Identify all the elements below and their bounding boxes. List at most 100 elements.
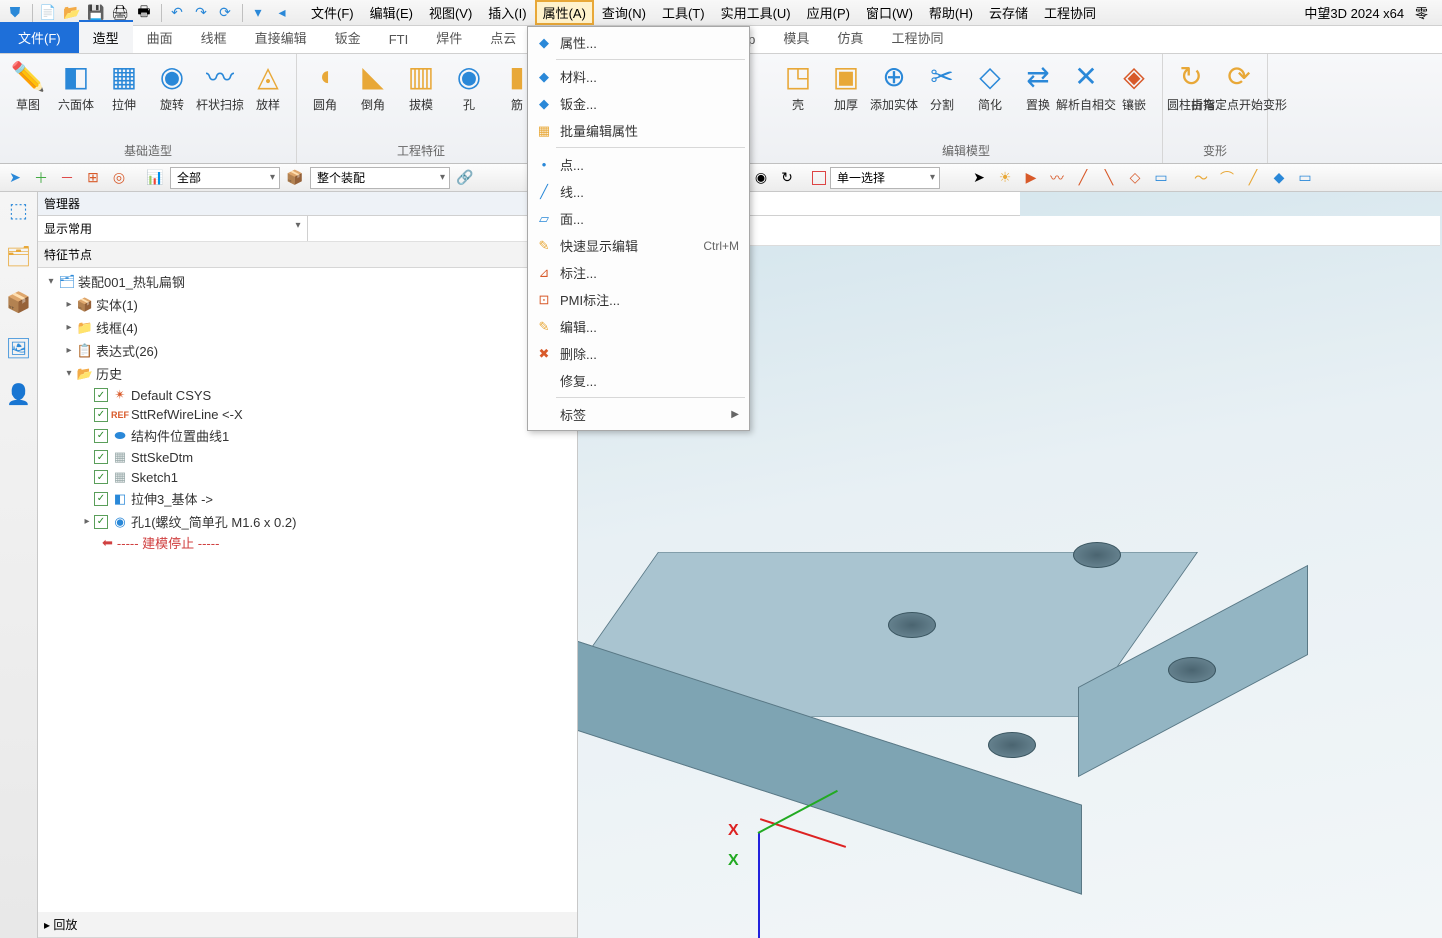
ribbon-tab-0[interactable]: 文件(F) [0,22,79,53]
back-icon[interactable]: ▾ [247,2,269,24]
ribbon-tab-8[interactable]: 点云 [476,22,530,53]
menu-11[interactable]: 云存储 [981,0,1036,25]
wave4-icon[interactable]: ◆ [1268,167,1290,189]
tree-item-4[interactable]: ▾📂历史 [38,362,577,385]
ribbon-btn-草图[interactable]: ✏️草图 [4,56,52,140]
app-icon[interactable]: ⛊ [4,2,26,24]
add-icon[interactable]: ＋ [30,167,52,189]
ribbon-tab-6[interactable]: FTI [375,26,423,53]
wave5-icon[interactable]: ▭ [1294,167,1316,189]
wave2-icon[interactable]: ⌒ [1216,167,1238,189]
rail-tree-icon[interactable]: 🗂 [5,242,33,270]
pointer-icon[interactable]: ➤ [968,167,990,189]
tree-item-11[interactable]: ▸◉孔1(螺纹_简单孔 M1.6 x 0.2) [38,510,577,533]
ribbon-btn-圆角[interactable]: ◖圆角 [301,56,349,140]
ribbon-btn-倒角[interactable]: ◣倒角 [349,56,397,140]
ribbon-tab-2[interactable]: 曲面 [133,22,187,53]
ribbon-btn-杆状扫掠[interactable]: 〰杆状扫掠 [196,56,244,140]
tree-item-10[interactable]: ◧拉伸3_基体 -> [38,487,577,510]
tree-item-2[interactable]: ▸📁线框(4) [38,316,577,339]
dropdown-item-14[interactable]: 修复... [528,367,749,394]
manager-footer[interactable]: ▸ 回放 [38,912,577,938]
assembly-combo[interactable]: 整个装配 [310,167,450,189]
ribbon-btn-放样[interactable]: ◬放样 [244,56,292,140]
ribbon-btn-置换[interactable]: ⇄置换 [1014,56,1062,140]
wave1-icon[interactable]: 〜 [1190,167,1212,189]
tree-item-9[interactable]: ▦Sketch1 [38,467,577,487]
play-icon[interactable]: ▶ [1020,167,1042,189]
ribbon-btn-加厚[interactable]: ▣加厚 [822,56,870,140]
ribbon-tab-4[interactable]: 直接编辑 [241,22,321,53]
rail-user-icon[interactable]: 👤 [5,380,33,408]
dropdown-item-13[interactable]: ✖删除... [528,340,749,367]
print-preview-icon[interactable]: 🖶 [133,2,155,24]
ribbon-btn-六面体[interactable]: ◧六面体 [52,56,100,140]
tool-a-icon[interactable]: ◉ [750,167,772,189]
dropdown-item-10[interactable]: ⊿标注... [528,259,749,286]
tree-item-1[interactable]: ▸📦实体(1) [38,293,577,316]
ribbon-btn-添加实体[interactable]: ⊕添加实体 [870,56,918,140]
remove-icon[interactable]: － [56,167,78,189]
tree-item-3[interactable]: ▸📋表达式(26) [38,339,577,362]
ribbon-btn-孔[interactable]: ◉孔 [445,56,493,140]
dropdown-item-12[interactable]: ✎编辑... [528,313,749,340]
cursor-icon[interactable]: ➤ [4,167,26,189]
rail-assembly-icon[interactable]: ⬚ [5,196,33,224]
dropdown-item-7[interactable]: ╱线... [528,178,749,205]
dropdown-item-4[interactable]: ▦批量编辑属性 [528,117,749,144]
ribbon-btn-镶嵌[interactable]: ◈镶嵌 [1110,56,1158,140]
ribbon-btn-旋转[interactable]: ◉旋转 [148,56,196,140]
ribbon-btn-解析自相交[interactable]: ✕解析自相交 [1062,56,1110,140]
draw4-icon[interactable]: ◇ [1124,167,1146,189]
ribbon-tab-3[interactable]: 线框 [187,22,241,53]
dropdown-item-2[interactable]: ◆材料... [528,63,749,90]
forward-icon[interactable]: ◂ [271,2,293,24]
ribbon-btn-分割[interactable]: ✂分割 [918,56,966,140]
redo-icon[interactable]: ↷ [190,2,212,24]
ribbon-btn-简化[interactable]: ◇简化 [966,56,1014,140]
tree-item-5[interactable]: ✴Default CSYS [38,385,577,405]
dropdown-item-11[interactable]: ⊡PMI标注... [528,286,749,313]
ribbon-btn-由指定点开始变形[interactable]: ⟳由指定点开始变形 [1215,56,1263,140]
dropdown-item-6[interactable]: •点... [528,151,749,178]
draw2-icon[interactable]: ╱ [1072,167,1094,189]
draw1-icon[interactable]: 〰 [1046,167,1068,189]
sun-icon[interactable]: ☀ [994,167,1016,189]
grid-icon[interactable]: ⊞ [82,167,104,189]
tree-item-8[interactable]: ▦SttSkeDtm [38,447,577,467]
target-icon[interactable]: ◎ [108,167,130,189]
dropdown-item-0[interactable]: ◆属性... [528,29,749,56]
tree-item-6[interactable]: REFSttRefWireLine <-X [38,405,577,424]
display-combo[interactable]: 显示常用 [38,216,308,241]
dropdown-item-8[interactable]: ▱面... [528,205,749,232]
dropdown-item-16[interactable]: 标签▶ [528,401,749,428]
wave3-icon[interactable]: ╱ [1242,167,1264,189]
ribbon-tab-1[interactable]: 造型 [79,20,133,53]
dropdown-item-9[interactable]: ✎快速显示编辑Ctrl+M [528,232,749,259]
link-icon[interactable]: 🔗 [454,167,476,189]
undo-icon[interactable]: ↶ [166,2,188,24]
package-icon[interactable]: 📦 [284,167,306,189]
rect-icon[interactable] [812,171,826,185]
draw5-icon[interactable]: ▭ [1150,167,1172,189]
tree-item-0[interactable]: ▾🗂装配001_热轧扁钢 [38,270,577,293]
dropdown-item-3[interactable]: ◆钣金... [528,90,749,117]
menu-12[interactable]: 工程协同 [1036,0,1104,25]
ribbon-btn-拔模[interactable]: ▥拔模 [397,56,445,140]
tool-b-icon[interactable]: ↻ [776,167,798,189]
ribbon-btn-拉伸[interactable]: ▦拉伸 [100,56,148,140]
selection-mode-combo[interactable]: 单一选择 [830,167,940,189]
filter-combo[interactable]: 全部 [170,167,280,189]
ribbon-tab-14[interactable]: 仿真 [823,22,877,53]
rail-image-icon[interactable]: 🖼 [5,334,33,362]
ribbon-btn-壳[interactable]: ◳壳 [774,56,822,140]
refresh-icon[interactable]: ⟳ [214,2,236,24]
rail-layers-icon[interactable]: 📦 [5,288,33,316]
new-icon[interactable]: 📄 [37,2,59,24]
draw3-icon[interactable]: ╲ [1098,167,1120,189]
chart-icon[interactable]: 📊 [144,167,166,189]
tree-item-7[interactable]: ⬬结构件位置曲线1 [38,424,577,447]
ribbon-tab-13[interactable]: 模具 [769,22,823,53]
ribbon-tab-15[interactable]: 工程协同 [877,22,957,53]
ribbon-tab-7[interactable]: 焊件 [422,22,476,53]
